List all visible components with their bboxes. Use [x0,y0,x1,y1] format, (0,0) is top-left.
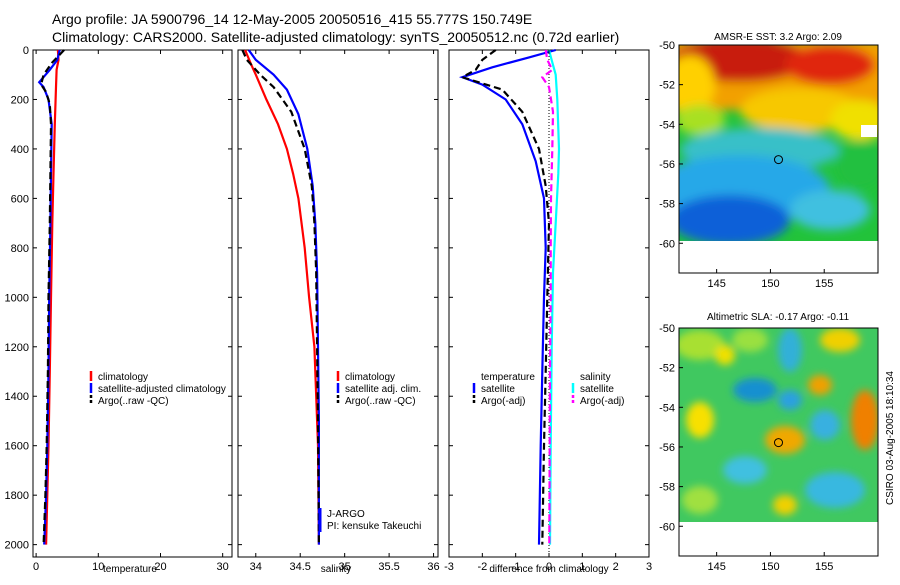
difference-series-2 [547,49,561,545]
sla-heatmap [679,328,878,522]
temperature-ytick-label: 1400 [5,391,29,403]
sst-heatmap [679,45,878,241]
temperature-ytick-label: 2000 [5,540,29,552]
difference-xtick-label: 1 [579,561,585,573]
header-line1: Argo profile: JA 5900796_14 12-May-2005 … [52,11,532,27]
temperature-ytick-label: 400 [11,144,29,156]
salinity-xlabel: salinity [321,564,352,575]
temperature-ytick-label: 1200 [5,342,29,354]
sla-ytick-label: -56 [659,442,675,454]
sst-missing-patch [861,125,877,137]
temperature-ytick-label: 600 [11,193,29,205]
difference-legend-temp-satellite: satellite [481,384,515,395]
temperature-legend-argo: Argo(..raw -QC) [98,396,169,407]
sst-xtick-label: 145 [707,278,725,290]
difference-xtick-label: -2 [477,561,487,573]
sst-ytick-label: -52 [659,80,675,92]
salinity-frame [237,49,439,558]
difference-frame [448,49,650,558]
difference-xtick-label: 2 [613,561,619,573]
temperature-ytick-label: 1800 [5,490,29,502]
difference-series-0 [458,48,556,545]
sst-xtick-label: 155 [815,278,833,290]
sla-ytick-label: -60 [659,521,675,533]
difference-xtick-label: -3 [444,561,454,573]
sla-blank-strip [679,522,878,556]
sla-ytick-label: -52 [659,363,675,375]
sst-ytick-label: -50 [659,40,675,52]
sla-ytick-label: -50 [659,323,675,335]
difference-xlabel: difference from climatology [489,564,608,575]
sst-map-title: AMSR-E SST: 3.2 Argo: 2.09 [714,32,842,43]
sla-xtick-label: 155 [815,561,833,573]
temperature-ytick-label: 1000 [5,292,29,304]
difference-legend-temp-argo: Argo(-adj) [481,396,525,407]
temperature-xtick-label: 0 [33,561,39,573]
difference-panel: -3 -2 -1 0 1 2 3 difference from climatology t… [444,48,652,575]
salinity-legend-argo: Argo(..raw -QC) [345,396,416,407]
temperature-series-1 [37,49,61,545]
salinity-series-0 [244,49,320,545]
salinity-panel: 34 34.5 35 35.5 36 salinity climatology sate… [237,49,440,575]
difference-xtick-label: 3 [646,561,652,573]
difference-legend-sal-argo: Argo(-adj) [580,396,624,407]
difference-series-3 [540,49,555,545]
header-line2: Climatology: CARS2000. Satellite-adjuste… [52,29,619,45]
sst-xtick-label: 150 [761,278,779,290]
salinity-xtick-label: 34 [250,561,262,573]
difference-legend-temperature: temperature [481,372,535,383]
difference-series-1 [459,49,551,545]
temperature-xtick-label: 30 [217,561,229,573]
salinity-xtick-label: 35 [339,561,351,573]
sla-ytick-label: -58 [659,482,675,494]
salinity-xtick-label: 35.5 [378,561,399,573]
difference-legend-salinity: salinity [580,372,611,383]
temperature-ytick-label: 1600 [5,441,29,453]
temperature-frame [32,49,233,558]
sst-ytick-label: -54 [659,119,675,131]
sst-ytick-label: -58 [659,199,675,211]
temperature-series-2 [39,49,65,545]
temperature-series-0 [45,49,60,545]
sla-xtick-label: 145 [707,561,725,573]
salinity-series-2 [241,49,320,545]
sla-map-title: Altimetric SLA: -0.17 Argo: -0.11 [707,312,850,323]
temperature-xtick-label: 10 [92,561,104,573]
difference-xtick-label: -1 [511,561,521,573]
sst-map-frame [678,44,879,274]
difference-legend-sal-satellite: satellite [580,384,614,395]
salinity-legend-climatology: climatology [345,372,395,383]
sst-ytick-label: -60 [659,238,675,250]
difference-xtick-label: 0 [546,561,552,573]
temperature-ytick-label: 0 [23,45,29,57]
sst-blank-strip [679,241,878,273]
salinity-xtick-label: 36 [427,561,439,573]
temperature-ytick-label: 800 [11,243,29,255]
temperature-legend-satellite: satellite-adjusted climatology [98,384,226,395]
sla-xtick-label: 150 [761,561,779,573]
salinity-legend-satellite: satellite adj. clim. [345,384,421,395]
sst-map-panel: AMSR-E SST: 3.2 Argo: 2.09 145 150 155 [659,32,879,290]
difference-legend: temperature satellite Argo(-adj) salinit… [481,372,624,407]
temperature-ytick-label: 200 [11,94,29,106]
sst-argo-marker [774,155,783,165]
sla-map-frame [678,327,879,557]
salinity-annotation-pi: PI: kensuke Takeuchi [327,521,421,532]
sla-map-panel: Altimetric SLA: -0.17 Argo: -0.11 [659,312,879,573]
temperature-legend: climatology satellite-adjusted climatolo… [98,372,226,407]
salinity-xtick-label: 34.5 [290,561,311,573]
temperature-panel: 0 10 20 30 0 200 400 600 800 1000 1200 1400 1600 1800… [5,45,233,575]
salinity-legend: climatology satellite adj. clim. Argo(..… [345,372,421,407]
side-timestamp: CSIRO 03-Aug-2005 18:10:34 [885,371,896,505]
temperature-xtick-label: 20 [154,561,166,573]
temperature-legend-climatology: climatology [98,372,148,383]
salinity-series-1 [247,49,320,545]
sst-ytick-label: -56 [659,159,675,171]
temperature-xlabel: temperature [103,564,157,575]
sla-ytick-label: -54 [659,402,675,414]
salinity-annotation-jargo: J-ARGO [327,509,365,520]
sla-argo-marker [774,438,783,448]
